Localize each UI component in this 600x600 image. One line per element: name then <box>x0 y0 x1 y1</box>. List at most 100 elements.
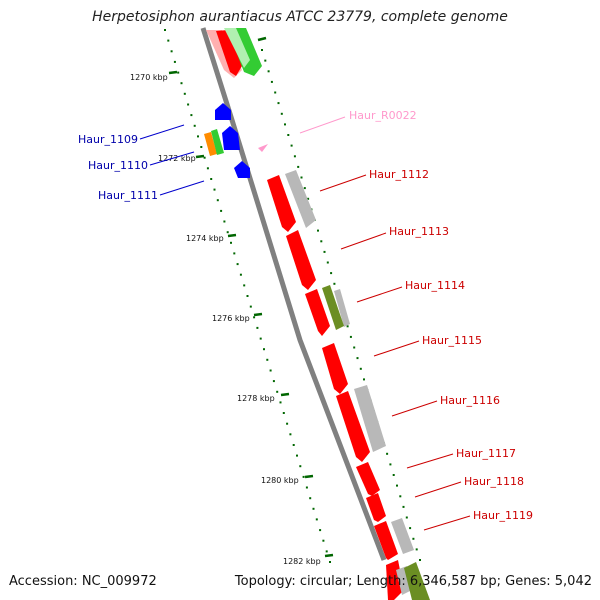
leader-line <box>356 286 403 303</box>
gene-feature-olive <box>404 562 430 600</box>
accession-text: Accession: NC_009972 <box>9 574 157 589</box>
axis-dot <box>190 114 193 117</box>
tick-1270 <box>168 70 178 75</box>
axis-dot <box>359 367 362 370</box>
gene-label[interactable]: Haur_1114 <box>405 279 465 292</box>
tick-1278 <box>280 392 290 397</box>
axis-dot <box>164 29 166 31</box>
axis-dot <box>233 252 236 255</box>
tick-label: 1272 kbp <box>158 154 196 163</box>
gene-label[interactable]: Haur_1118 <box>464 475 524 488</box>
axis-dot <box>269 369 272 372</box>
axis-dot <box>363 378 365 381</box>
axis-dot <box>210 178 213 180</box>
tick-1274 <box>227 233 237 238</box>
axis-dot <box>270 80 273 83</box>
axis-dot <box>203 156 206 159</box>
axis-dot <box>412 537 415 540</box>
leader-line <box>391 400 438 417</box>
gene-feature-olive <box>322 285 344 330</box>
axis-dot <box>307 197 310 200</box>
gene-label[interactable]: Haur_1110 <box>88 159 148 172</box>
axis-dot <box>200 146 203 148</box>
axis-dot <box>259 337 262 340</box>
gene-label[interactable]: Haur_1113 <box>389 225 449 238</box>
gene-feature-blue <box>215 103 231 120</box>
tick-marks <box>168 70 334 558</box>
axis-dot <box>386 452 389 455</box>
cds-feature <box>267 175 296 232</box>
right-leader-lines <box>299 116 471 531</box>
axis-dot <box>326 261 329 264</box>
axis-dot <box>396 484 398 487</box>
axis-dot <box>302 475 305 478</box>
axis-dot <box>282 412 285 414</box>
right-gene-labels: Haur_R0022 Haur_1112 Haur_1113 Haur_1114… <box>349 109 533 522</box>
tick-1272 <box>195 154 205 159</box>
gene-label[interactable]: Haur_1116 <box>440 394 500 407</box>
gene-feature-blue <box>234 161 250 178</box>
cds-feature <box>374 521 398 560</box>
leader-line <box>149 151 195 166</box>
gene-label[interactable]: Haur_1119 <box>473 509 533 522</box>
axis-dot <box>183 92 186 95</box>
axis-dot <box>320 240 323 243</box>
leader-line <box>299 116 346 134</box>
axis-dot <box>292 444 295 446</box>
gene-feature-orange <box>204 132 217 156</box>
tick-labels: 1270 kbp 1272 kbp 1274 kbp 1276 kbp 1278… <box>130 73 321 566</box>
axis-dot <box>325 550 328 553</box>
tick-label: 1278 kbp <box>237 394 275 403</box>
axis-dot <box>264 59 267 62</box>
axis-dot <box>402 505 405 508</box>
gene-label[interactable]: Haur_R0022 <box>349 109 417 122</box>
gene-label[interactable]: Haur_1115 <box>422 334 482 347</box>
gene-label[interactable]: Haur_1111 <box>98 189 158 202</box>
cds-feature <box>322 343 348 394</box>
axis-dot <box>315 518 318 521</box>
axis-dot <box>405 516 408 519</box>
axis-dot <box>284 123 286 126</box>
axis-dot <box>333 282 336 285</box>
axis-dot <box>167 39 170 42</box>
axis-dot <box>309 497 312 500</box>
axis-dot <box>297 165 300 168</box>
gene-feature-green <box>211 129 224 155</box>
axis-dot <box>356 357 359 360</box>
axis-dot <box>330 272 333 275</box>
axis-dot <box>173 60 176 63</box>
gene-label[interactable]: Haur_1117 <box>456 447 516 460</box>
axis-dot <box>266 358 269 361</box>
tick-label: 1270 kbp <box>130 73 168 82</box>
axis-dot <box>280 112 283 115</box>
axis-dot <box>253 316 256 319</box>
axis-dot <box>289 433 292 436</box>
axis-dot <box>236 263 239 266</box>
axis-dot <box>216 199 219 202</box>
axis-dot <box>272 380 275 383</box>
axis-dot <box>329 561 331 563</box>
axis-dot <box>230 241 232 244</box>
cds-feature <box>216 30 242 76</box>
axis-dot <box>206 167 209 170</box>
axis-dot <box>223 220 226 223</box>
axis-dot <box>312 507 315 510</box>
axis-dot <box>319 529 322 532</box>
axis-dot <box>170 50 173 53</box>
left-leader-lines <box>139 124 205 196</box>
tick-mark <box>257 36 267 42</box>
gene-label[interactable]: Haur_1109 <box>78 133 138 146</box>
axis-dot <box>322 539 325 542</box>
gene-feature-blue <box>222 126 240 150</box>
axis-dot <box>349 335 352 338</box>
axis-dot <box>243 284 246 287</box>
cds-feature <box>366 493 386 522</box>
axis-dot <box>267 70 270 73</box>
axis-dot <box>323 250 326 253</box>
axis-dot <box>239 273 242 276</box>
leader-line <box>159 180 205 196</box>
axis-dot <box>256 326 259 329</box>
gene-label[interactable]: Haur_1112 <box>369 168 429 181</box>
tick-label: 1282 kbp <box>283 557 321 566</box>
